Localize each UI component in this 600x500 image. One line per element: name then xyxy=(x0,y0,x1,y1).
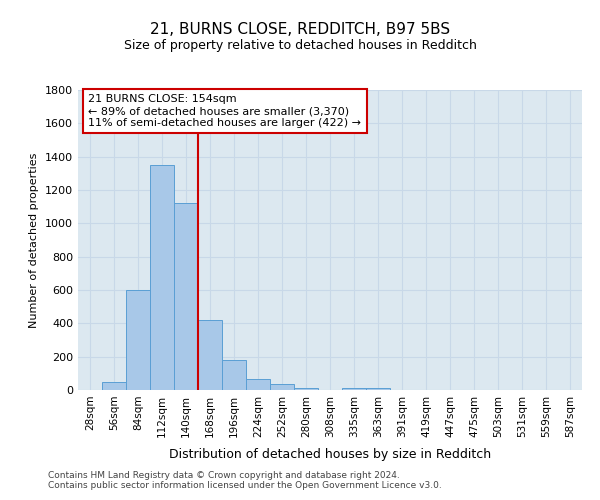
Bar xyxy=(246,379,270,390)
X-axis label: Distribution of detached houses by size in Redditch: Distribution of detached houses by size … xyxy=(169,448,491,461)
Bar xyxy=(366,388,390,390)
Text: 21 BURNS CLOSE: 154sqm
← 89% of detached houses are smaller (3,370)
11% of semi-: 21 BURNS CLOSE: 154sqm ← 89% of detached… xyxy=(88,94,361,128)
Bar xyxy=(198,320,222,390)
Bar xyxy=(270,384,294,390)
Bar xyxy=(102,382,126,390)
Bar xyxy=(342,388,366,390)
Bar xyxy=(150,165,174,390)
Bar xyxy=(294,388,318,390)
Text: Contains HM Land Registry data © Crown copyright and database right 2024.
Contai: Contains HM Land Registry data © Crown c… xyxy=(48,470,442,490)
Bar xyxy=(222,360,246,390)
Bar xyxy=(126,290,150,390)
Text: 21, BURNS CLOSE, REDDITCH, B97 5BS: 21, BURNS CLOSE, REDDITCH, B97 5BS xyxy=(150,22,450,38)
Y-axis label: Number of detached properties: Number of detached properties xyxy=(29,152,40,328)
Text: Size of property relative to detached houses in Redditch: Size of property relative to detached ho… xyxy=(124,39,476,52)
Bar xyxy=(174,204,198,390)
